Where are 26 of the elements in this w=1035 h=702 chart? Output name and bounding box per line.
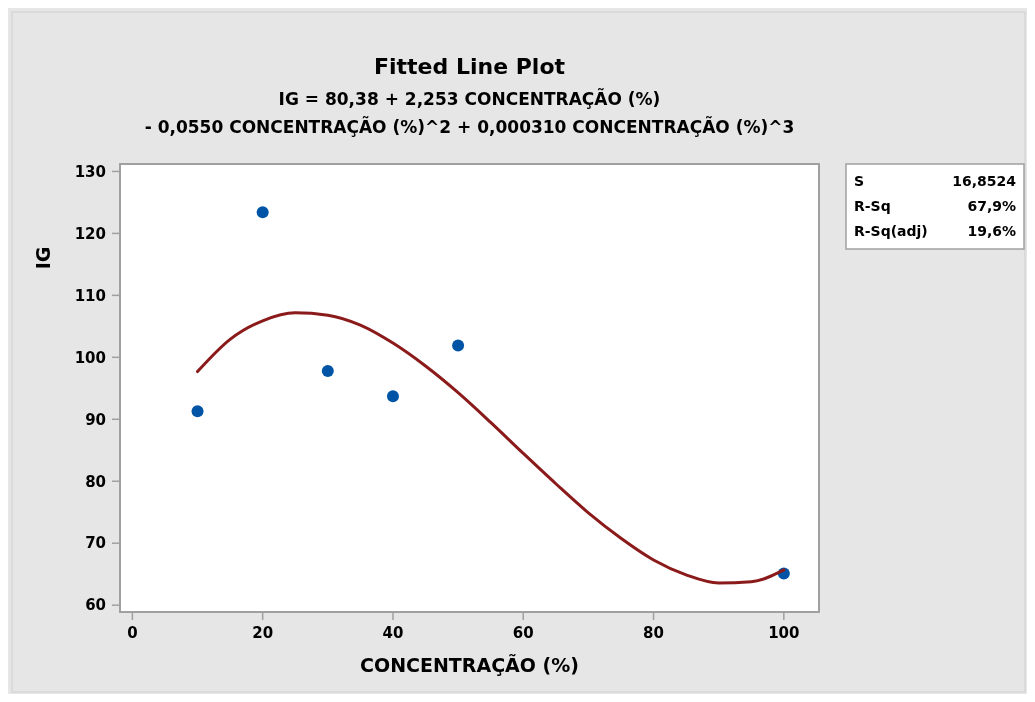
y-tick-label: 130 (74, 162, 106, 181)
x-tick-label: 40 (382, 624, 404, 642)
point (386, 390, 399, 403)
x-tick-label: 0 (127, 624, 138, 642)
chart-subtitle: IG = 80,38 + 2,253 CONCENTRAÇÃO (%) - 0,0550 CONCENTRAÇÃO (%)^2 + 0,000310 CONCENTRAÇÃO (%)^3 (144, 87, 795, 137)
x-axis-title: CONCENTRAÇÃO (%) (360, 653, 579, 676)
point (191, 405, 204, 418)
y-tick-label: 70 (85, 534, 106, 553)
chart-title: Fitted Line Plot (373, 54, 566, 79)
text: S 16,8524 (854, 173, 1016, 189)
y-tick-label: 80 (85, 472, 106, 491)
y-tick-label: 100 (74, 348, 106, 367)
point (321, 364, 334, 377)
point (452, 339, 465, 352)
point (256, 206, 269, 219)
y-tick-label: 90 (85, 410, 106, 429)
x-tick-label: 20 (252, 624, 274, 642)
y-tick-label: 60 (85, 596, 106, 615)
text: R-Sq 67,9% (854, 198, 1016, 214)
x-tick-label: 100 (768, 624, 800, 642)
text: R-Sq(adj) 19,6% (854, 223, 1016, 239)
y-axis-title: IG (32, 246, 54, 270)
y-tick-label: 120 (74, 224, 106, 243)
x-tick-label: 60 (512, 624, 534, 642)
y-tick-label: 110 (74, 286, 106, 305)
x-tick-label: 80 (643, 624, 664, 642)
